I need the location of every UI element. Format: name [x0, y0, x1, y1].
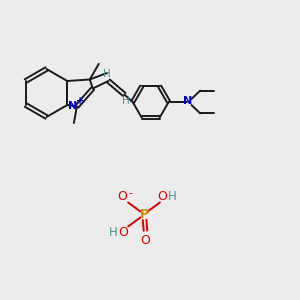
Text: +: +: [76, 95, 84, 106]
Text: N: N: [183, 96, 192, 106]
Text: H: H: [122, 96, 130, 106]
Text: -: -: [128, 188, 133, 198]
Text: H: H: [109, 226, 118, 239]
Text: O: O: [118, 226, 128, 239]
Text: N: N: [68, 101, 77, 111]
Text: H: H: [103, 69, 111, 80]
Text: O: O: [117, 190, 127, 203]
Text: H: H: [167, 190, 176, 203]
Text: O: O: [157, 190, 167, 203]
Text: P: P: [140, 208, 148, 221]
Text: O: O: [141, 234, 150, 248]
